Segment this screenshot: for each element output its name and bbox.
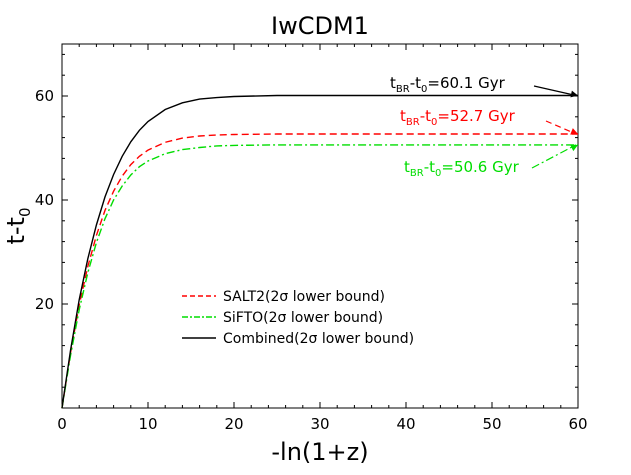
annotation-text: tBR-t0=52.7 Gyr: [400, 107, 516, 128]
annotation-subscript: 0: [435, 168, 441, 179]
series-line: [61, 94, 578, 409]
series-lines: [61, 94, 578, 409]
arrow-head: [570, 128, 578, 135]
x-tick-label: 40: [396, 415, 415, 433]
y-axis-label-subscript: 0: [16, 207, 34, 217]
x-tick-label: 10: [138, 415, 157, 433]
y-axis-label: t-t0: [2, 207, 34, 244]
annotation-text: tBR-t0=60.1 Gyr: [390, 74, 506, 95]
annotation-part: t: [390, 74, 396, 92]
annotation-part: =60.1 Gyr: [427, 74, 505, 92]
annotation-part: t: [404, 158, 410, 176]
legend-label: SALT2(2σ lower bound): [223, 289, 385, 305]
legend-label: SiFTO(2σ lower bound): [223, 310, 383, 326]
annotation-arrow: [545, 120, 577, 135]
annotation-part: -t: [410, 74, 421, 92]
x-tick-label: 30: [310, 415, 329, 433]
annotation-subscript: 0: [421, 84, 427, 95]
annotation-text: tBR-t0=50.6 Gyr: [404, 158, 520, 179]
plot-frame: [61, 43, 579, 409]
arrow-head: [570, 144, 578, 152]
legend: SALT2(2σ lower bound) SiFTO(2σ lower boun…: [182, 289, 414, 347]
legend-label: Combined(2σ lower bound): [223, 331, 414, 347]
annotation-subscript: BR: [406, 117, 420, 128]
y-tick-label: 20: [35, 295, 54, 313]
x-tick-label: 60: [568, 415, 587, 433]
x-tick-label: 50: [482, 415, 501, 433]
annotation-part: =50.6 Gyr: [441, 158, 519, 176]
x-axis-label: -ln(1+z): [271, 438, 368, 466]
series-line: [61, 144, 578, 409]
x-tick-label: 0: [57, 415, 67, 433]
series-line: [61, 133, 578, 409]
x-tick-label: 20: [224, 415, 243, 433]
y-tick-label: 60: [35, 87, 54, 105]
annotation-arrow: [533, 85, 577, 97]
annotation-subscript: BR: [396, 84, 410, 95]
y-axis-label-main: t-t: [2, 217, 30, 244]
arrow-head: [570, 90, 578, 98]
axis-ticks: 0 10 20 30 40 50 60 20 40 60: [35, 44, 588, 433]
annotation-arrow: [531, 144, 577, 169]
plot-area-border: [61, 43, 579, 409]
annotation-part: -t: [424, 158, 435, 176]
annotation-part: =52.7 Gyr: [437, 107, 515, 125]
chart-title: IwCDM1: [271, 12, 369, 40]
annotation-part: t: [400, 107, 406, 125]
annotation-part: -t: [420, 107, 431, 125]
annotation-subscript: BR: [410, 168, 424, 179]
y-tick-label: 40: [35, 191, 54, 209]
annotation-subscript: 0: [431, 117, 437, 128]
